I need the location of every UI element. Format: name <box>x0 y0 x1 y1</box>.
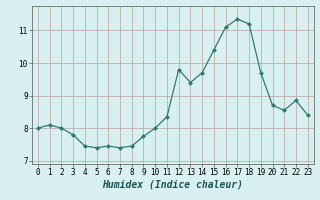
X-axis label: Humidex (Indice chaleur): Humidex (Indice chaleur) <box>102 180 243 190</box>
